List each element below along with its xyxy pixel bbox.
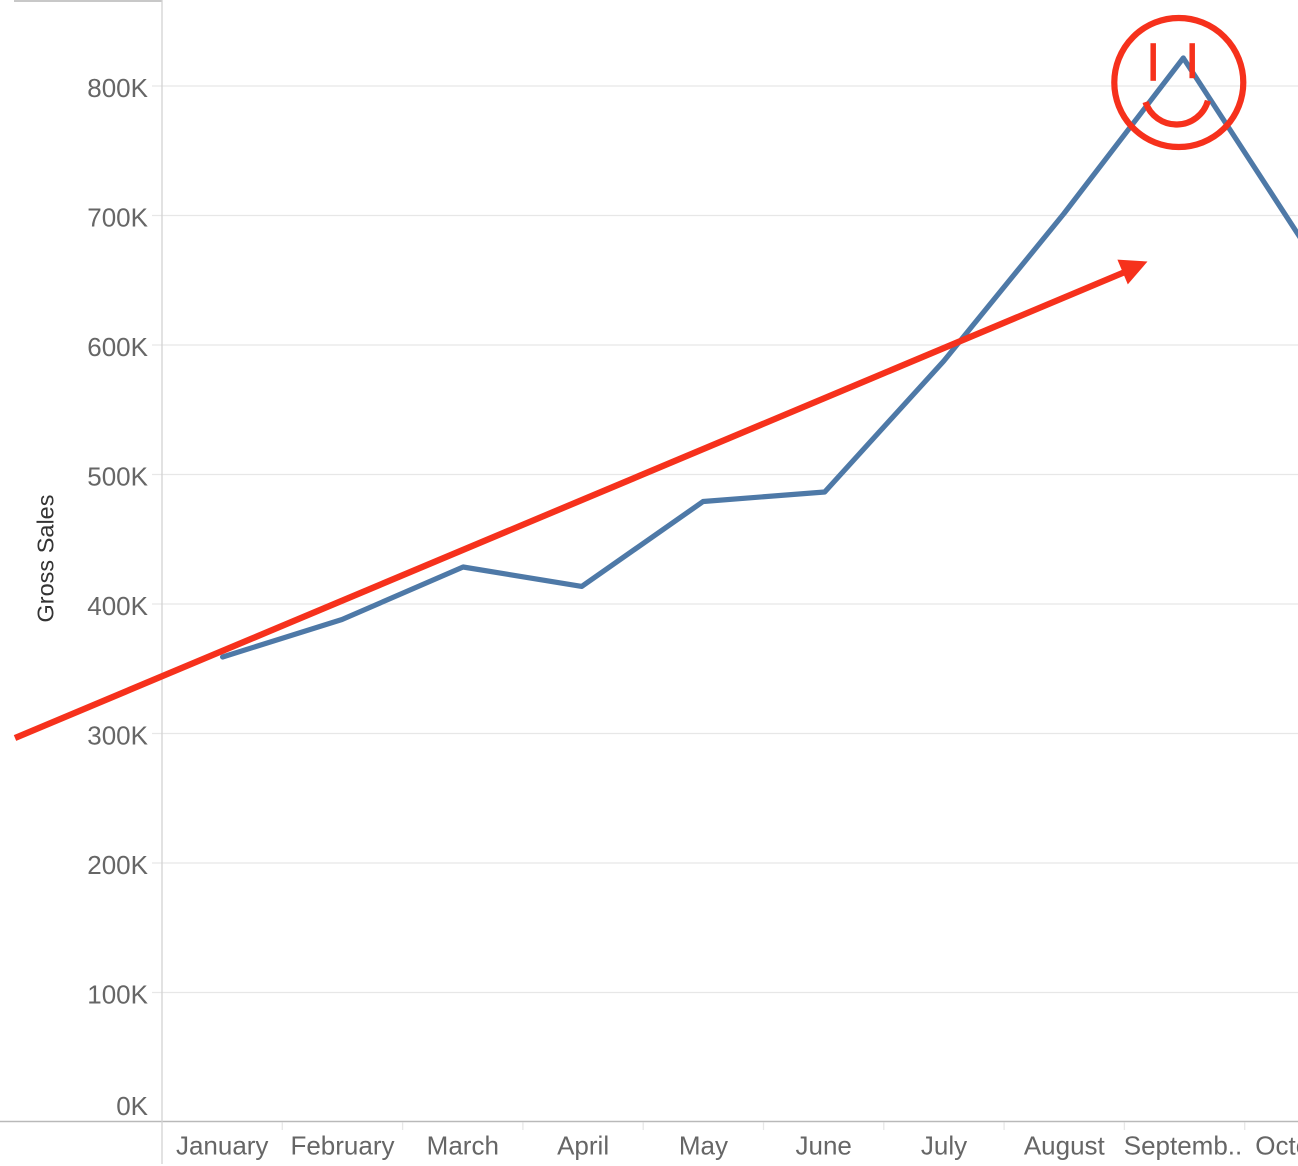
svg-text:500K: 500K <box>87 462 148 492</box>
svg-text:800K: 800K <box>87 73 148 103</box>
svg-text:July: July <box>921 1131 967 1161</box>
svg-text:300K: 300K <box>87 721 148 751</box>
svg-text:August: August <box>1024 1131 1106 1161</box>
svg-text:0K: 0K <box>116 1091 148 1121</box>
svg-text:Septemb..: Septemb.. <box>1124 1131 1243 1161</box>
svg-text:June: June <box>796 1131 852 1161</box>
svg-text:May: May <box>679 1131 728 1161</box>
svg-text:700K: 700K <box>87 203 148 233</box>
svg-text:600K: 600K <box>87 332 148 362</box>
svg-text:March: March <box>427 1131 499 1161</box>
svg-text:January: January <box>176 1131 269 1161</box>
svg-text:Gross Sales: Gross Sales <box>33 495 59 623</box>
svg-text:400K: 400K <box>87 591 148 621</box>
svg-text:April: April <box>557 1131 609 1161</box>
svg-text:200K: 200K <box>87 850 148 880</box>
svg-text:100K: 100K <box>87 980 148 1010</box>
svg-text:October: October <box>1255 1131 1298 1161</box>
svg-text:February: February <box>290 1131 394 1161</box>
